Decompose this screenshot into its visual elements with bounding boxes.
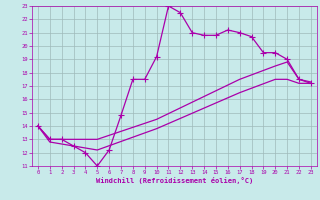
X-axis label: Windchill (Refroidissement éolien,°C): Windchill (Refroidissement éolien,°C) xyxy=(96,177,253,184)
